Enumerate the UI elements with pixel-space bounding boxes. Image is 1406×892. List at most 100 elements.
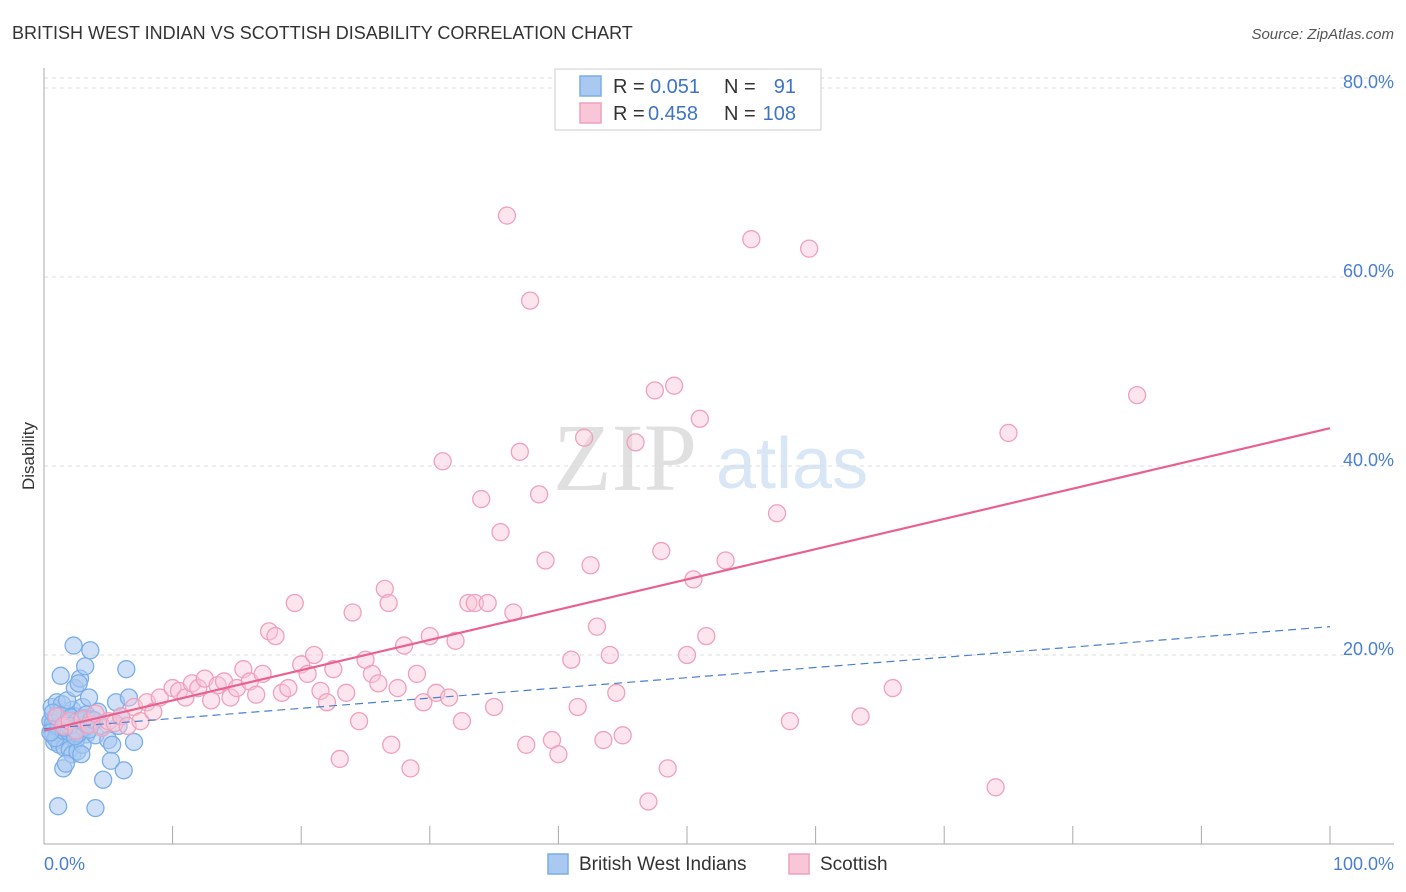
trend-line-scottish [43,427,1331,732]
point-british-west-indians-64 [114,761,133,780]
point-scottish-65 [465,593,484,613]
x-tick-label-min: 0.0% [44,854,85,874]
trend-line-british-west-indians [43,626,1331,730]
point-british-west-indians-55 [72,745,91,764]
point-scottish-104 [883,678,902,698]
point-scottish-73 [517,735,536,754]
point-scottish-42 [324,660,343,679]
legend-box: R = 0.051 N = 91 R = 0.458 N = 108 [554,68,822,131]
point-scottish-40 [311,681,330,701]
y-axis-label: Disability [19,421,38,490]
point-scottish-79 [562,650,581,669]
point-scottish-98 [716,551,735,570]
point-scottish-82 [581,556,600,575]
point-scottish-33 [266,626,285,646]
point-scottish-48 [362,664,382,684]
x-tick-label-max: 100.0% [1333,854,1394,874]
point-scottish-80 [568,697,587,717]
point-scottish-64 [459,593,478,613]
legend-r-value-blue: 0.051 [650,76,700,98]
point-scottish-55 [401,759,420,778]
point-scottish-35 [279,678,298,698]
point-scottish-66 [472,489,491,509]
point-scottish-97 [697,626,716,646]
point-scottish-41 [317,693,337,712]
point-british-west-indians-52 [56,754,76,773]
point-scottish-103 [851,707,870,726]
point-scottish-23 [202,691,221,710]
point-british-west-indians-53 [64,636,83,655]
legend-n-label-blue: N = [724,76,756,98]
point-scottish-76 [536,551,555,570]
point-british-west-indians-43 [76,657,95,676]
y-tick-label-20: 20.0% [1343,639,1394,659]
point-scottish-75 [529,485,549,504]
point-scottish-92 [658,759,677,778]
point-scottish-53 [388,678,407,698]
point-scottish-50 [375,579,394,598]
legend-n-label-pink: N = [724,103,756,125]
point-british-west-indians-63 [101,751,121,770]
point-scottish-106 [999,423,1018,443]
point-scottish-93 [664,376,684,395]
legend-swatch-pink [579,102,602,124]
point-scottish-52 [382,735,401,754]
point-scottish-44 [337,683,356,702]
y-tick-label-40: 40.0% [1343,450,1394,470]
point-scottish-60 [433,452,452,471]
point-scottish-102 [800,239,819,258]
point-scottish-89 [639,792,658,811]
bottom-legend-label-blue: British West Indians [579,854,747,875]
point-british-west-indians-54 [69,674,88,693]
point-scottish-86 [607,683,626,702]
point-british-west-indians-59 [103,735,122,754]
point-scottish-107 [1127,385,1147,405]
point-scottish-91 [652,541,671,561]
bottom-legend-label-pink: Scottish [820,854,888,875]
watermark-zip: ZIP [553,404,697,511]
point-scottish-90 [645,381,664,400]
point-scottish-96 [690,409,710,428]
series-scottish [47,206,1147,811]
chart-title: BRITISH WEST INDIAN VS SCOTTISH DISABILI… [12,23,633,43]
point-scottish-99 [742,230,761,249]
point-scottish-70 [497,206,517,225]
point-scottish-36 [285,593,304,613]
point-scottish-69 [491,523,510,542]
watermark: ZIP atlas [553,404,868,511]
point-scottish-83 [587,617,607,636]
point-british-west-indians-67 [124,732,144,752]
point-scottish-62 [446,631,465,650]
point-scottish-49 [369,674,388,693]
point-british-west-indians-65 [117,660,136,679]
point-scottish-85 [600,645,619,665]
legend-r-value-pink: 0.458 [648,103,698,125]
x-ticks [172,826,1331,844]
point-scottish-67 [478,593,497,613]
point-scottish-26 [221,688,240,707]
point-scottish-74 [520,291,540,310]
y-tick-labels: 20.0% 40.0% 60.0% 80.0% [1343,72,1394,659]
point-scottish-39 [304,645,324,665]
point-scottish-81 [574,428,594,447]
point-british-west-indians-56 [81,641,100,660]
point-scottish-51 [379,593,398,613]
point-scottish-84 [594,730,613,750]
watermark-atlas: atlas [716,424,868,504]
point-scottish-88 [626,433,645,452]
point-british-west-indians-58 [94,770,113,789]
legend-r-label-pink: R = [613,103,645,125]
point-scottish-46 [349,712,369,731]
point-scottish-56 [407,664,427,684]
point-scottish-30 [247,685,266,704]
point-scottish-94 [677,645,697,665]
bottom-legend: British West Indians Scottish [547,853,888,875]
point-scottish-45 [343,603,362,622]
y-tick-label-60: 60.0% [1343,261,1394,281]
legend-n-value-pink: 108 [763,103,796,125]
series-british-west-indians [41,636,144,818]
bottom-legend-swatch-pink [788,853,810,875]
point-british-west-indians-68 [48,797,68,816]
point-scottish-87 [613,726,632,745]
legend-n-value-blue: 91 [774,76,796,98]
